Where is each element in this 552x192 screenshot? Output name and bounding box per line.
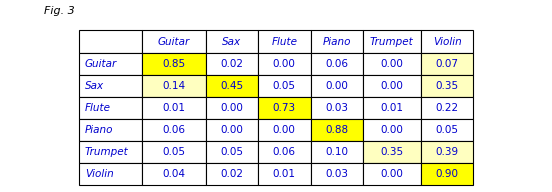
Text: Fig. 3: Fig. 3 <box>44 6 75 16</box>
